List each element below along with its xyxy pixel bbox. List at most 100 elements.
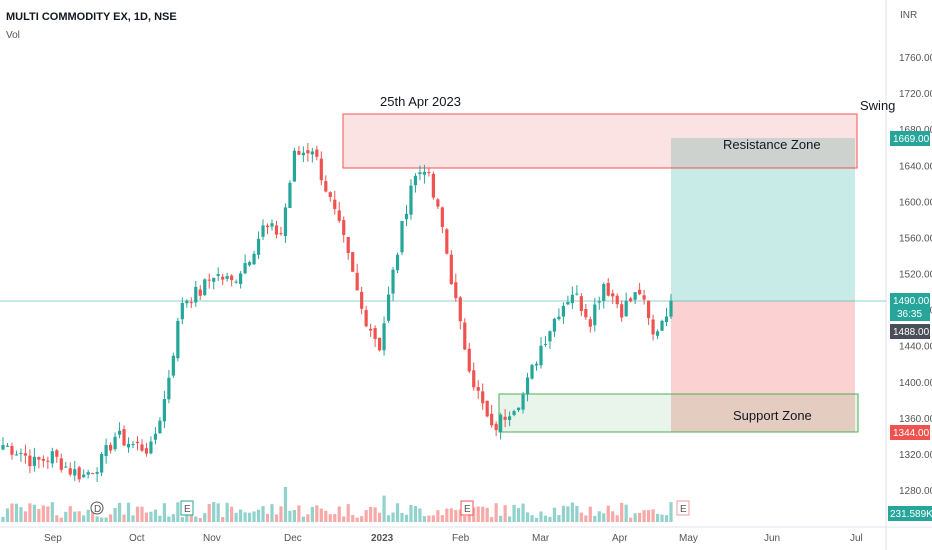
candle-body	[207, 279, 211, 281]
candle-body	[651, 319, 655, 335]
candle-body	[521, 394, 525, 410]
candle-body	[373, 328, 377, 339]
volume-bar	[503, 505, 507, 522]
candle-body	[597, 301, 601, 303]
volume-bar	[364, 510, 368, 522]
volume-bar	[440, 515, 444, 522]
volume-bar	[126, 502, 131, 522]
price-tick-label: 1280.00	[899, 486, 932, 497]
candle-body	[310, 151, 314, 155]
volume-bar	[261, 506, 265, 522]
volume-bar	[221, 516, 225, 522]
event-marker-earnings-1[interactable]: E	[180, 500, 194, 516]
time-axis-label: Dec	[284, 533, 302, 544]
candle-body	[427, 172, 431, 174]
candle-body	[230, 275, 234, 281]
volume-bar	[606, 505, 610, 522]
candle-body	[351, 252, 355, 272]
currency-label: INR	[900, 10, 917, 21]
candle-body	[552, 318, 557, 332]
candle-body	[404, 213, 409, 220]
candle-body	[270, 223, 274, 227]
volume-bar	[351, 515, 355, 522]
price-tick-label: 1400.00	[899, 378, 932, 389]
candle-body	[642, 295, 646, 300]
volume-bar	[646, 510, 651, 522]
time-axis-label: Sep	[44, 533, 62, 544]
volume-bar	[292, 510, 297, 522]
volume-bar	[162, 503, 166, 522]
volume-bar	[404, 514, 409, 522]
time-axis-label: Apr	[612, 533, 628, 544]
volume-bar	[10, 503, 14, 522]
candle-body	[185, 300, 189, 304]
volume-bar	[642, 510, 646, 522]
candle-body	[369, 328, 373, 331]
candle-body	[664, 316, 669, 323]
candle-body	[212, 277, 216, 282]
volume-bar	[615, 515, 619, 522]
event-marker-earnings-2[interactable]: E	[460, 500, 474, 516]
volume-bar	[117, 502, 122, 522]
volume-bar	[234, 512, 238, 522]
candle-body	[566, 301, 570, 305]
volume-bar	[82, 515, 86, 522]
candle-body	[100, 454, 104, 473]
volume-bar	[301, 516, 305, 522]
volume-bar	[23, 511, 28, 522]
volume-bar	[270, 504, 274, 522]
candle-body	[158, 420, 162, 434]
volume-bar	[68, 506, 72, 522]
volume-bar	[135, 506, 140, 522]
candle-body	[646, 300, 651, 319]
candle-body	[46, 460, 50, 462]
volume-bar	[113, 507, 117, 522]
volume-bar	[422, 516, 427, 522]
volume-bar	[274, 514, 279, 522]
candle-body	[431, 173, 435, 198]
event-marker-dividend[interactable]: D	[90, 501, 104, 515]
candle-body	[32, 456, 36, 466]
resistance-zone[interactable]	[342, 113, 858, 169]
candle-body	[638, 289, 642, 295]
time-axis-label: 2023	[371, 533, 394, 544]
volume-bar	[445, 508, 449, 522]
stop-zone	[671, 301, 855, 432]
volume-bar	[283, 486, 288, 522]
candle-body	[108, 444, 113, 451]
candle-body	[391, 269, 395, 294]
volume-bar	[252, 511, 256, 522]
candle-body	[579, 296, 583, 311]
candle-body	[346, 236, 350, 253]
candle-body	[279, 233, 283, 235]
candle-body	[593, 304, 597, 326]
volume-bar	[588, 506, 592, 522]
volume-bar	[279, 506, 283, 522]
price-tick-label: 1560.00	[899, 233, 932, 244]
svg-text:231.589K: 231.589K	[890, 509, 932, 520]
price-tick-label: 1680.00	[899, 125, 932, 136]
volume-bar	[620, 502, 624, 522]
volume-bar	[543, 515, 548, 522]
price-tick-label: 1600.00	[899, 197, 932, 208]
candle-body	[602, 284, 606, 301]
candle-body	[14, 454, 19, 456]
svg-text:1344.00: 1344.00	[893, 428, 930, 439]
volume-bar	[508, 516, 512, 522]
support-zone[interactable]	[498, 393, 859, 433]
candle-body	[243, 263, 247, 274]
volume-bar	[377, 512, 382, 522]
volume-bar	[100, 517, 104, 522]
candle-body	[216, 274, 220, 276]
volume-bar	[122, 514, 126, 522]
candle-body	[342, 220, 346, 235]
candle-body	[472, 370, 476, 388]
volume-bar	[46, 506, 50, 522]
volume-bar	[95, 516, 99, 522]
event-marker-earnings-3[interactable]: E	[676, 500, 690, 516]
candle-body	[117, 430, 122, 435]
target-price-badge: 1669.00	[890, 131, 930, 146]
candle-body	[525, 377, 530, 395]
volume-bar	[395, 503, 400, 522]
